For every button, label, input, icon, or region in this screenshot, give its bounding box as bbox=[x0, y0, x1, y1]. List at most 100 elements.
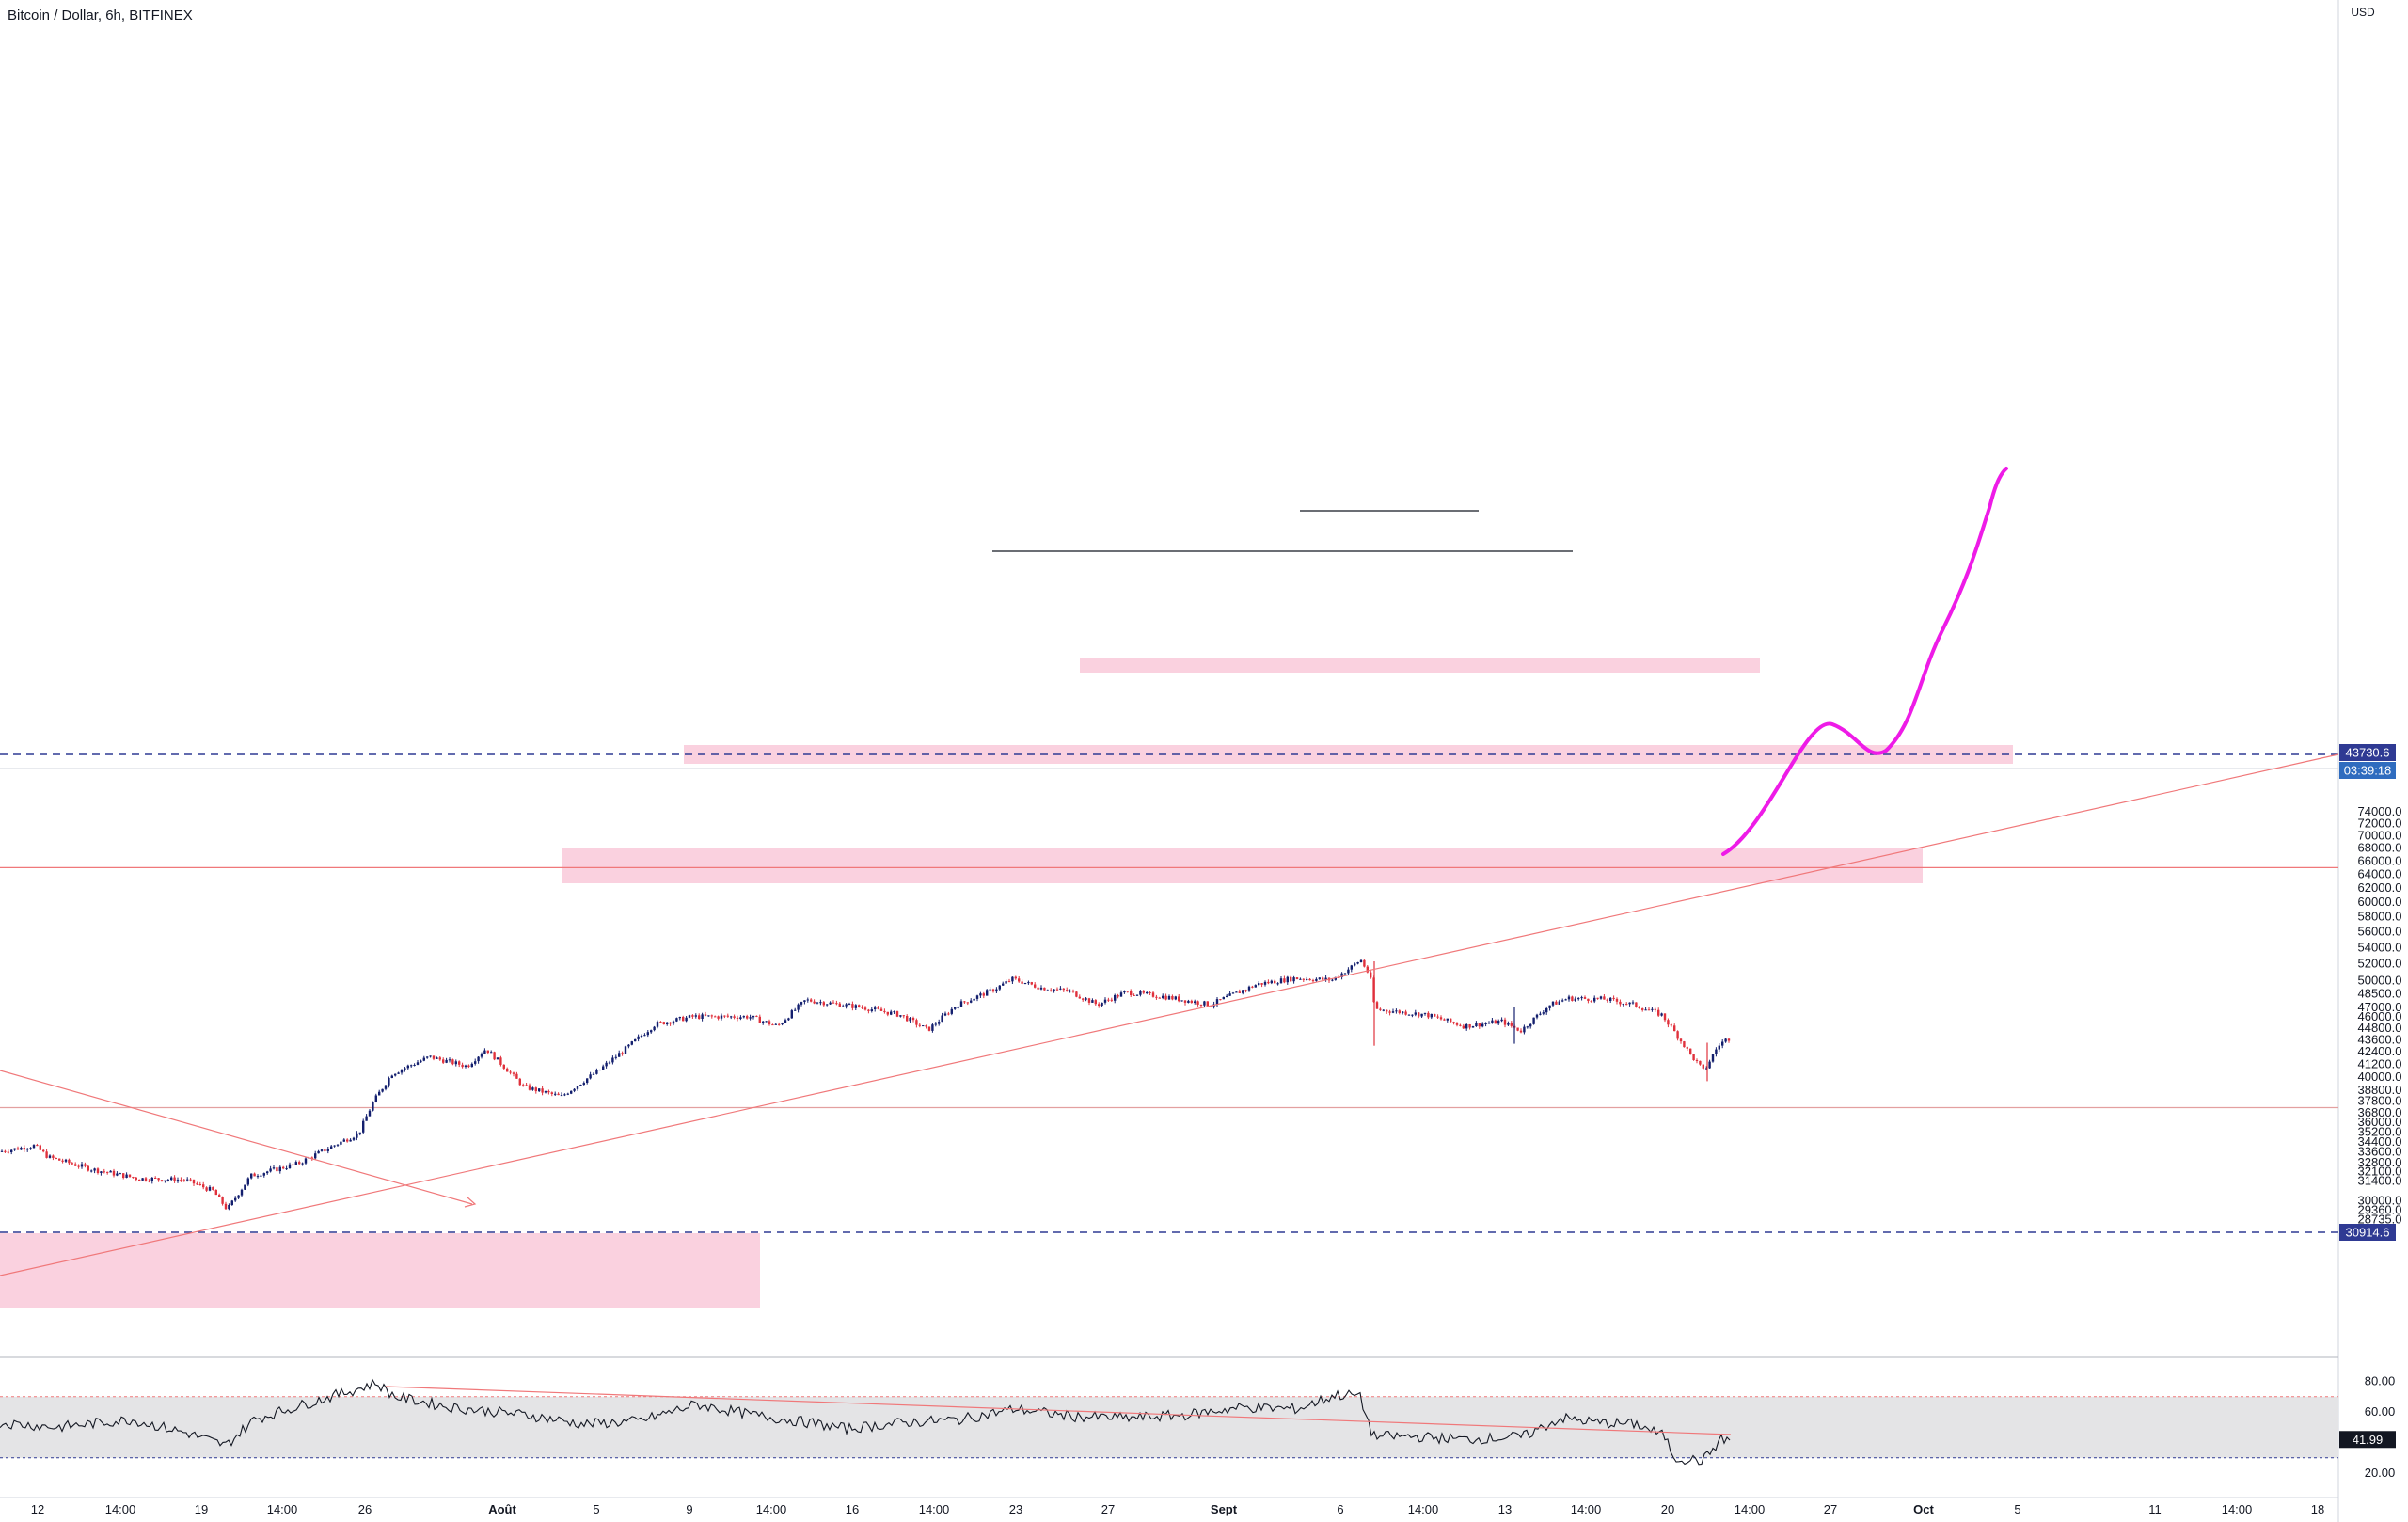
candle-body bbox=[278, 1166, 281, 1172]
candle-body bbox=[1423, 1012, 1427, 1014]
candle-body bbox=[1644, 1009, 1647, 1011]
candle-body bbox=[42, 1149, 45, 1152]
rsi-tick-label: 20.00 bbox=[2365, 1466, 2396, 1480]
time-tick-label: 13 bbox=[1498, 1502, 1512, 1516]
candle-body bbox=[96, 1168, 100, 1173]
candle-body bbox=[135, 1177, 137, 1180]
candle-body bbox=[1494, 1020, 1497, 1024]
candle-body bbox=[1503, 1019, 1507, 1025]
candle-body bbox=[653, 1026, 656, 1031]
candle-body bbox=[1091, 1000, 1094, 1003]
candle-body bbox=[784, 1020, 787, 1023]
candle-body bbox=[1283, 978, 1286, 983]
candle-body bbox=[1391, 1011, 1395, 1013]
candle-body bbox=[262, 1173, 265, 1176]
candle-body bbox=[1619, 1001, 1622, 1005]
candle-body bbox=[1030, 982, 1033, 985]
candle-body bbox=[336, 1144, 340, 1146]
candle-body bbox=[128, 1174, 132, 1178]
candle-body bbox=[1183, 1000, 1187, 1003]
candle-body bbox=[1119, 992, 1123, 997]
candle-body bbox=[646, 1032, 649, 1036]
price-tick-label: 54000.0 bbox=[2358, 940, 2402, 954]
candle-body bbox=[973, 998, 975, 1001]
candle-body bbox=[125, 1174, 128, 1178]
candle-body bbox=[1715, 1049, 1718, 1054]
time-tick-label: 5 bbox=[2014, 1502, 2020, 1516]
candle-body bbox=[458, 1061, 461, 1065]
candle-body bbox=[1302, 978, 1305, 980]
candle-body bbox=[410, 1065, 413, 1067]
candle-body bbox=[1270, 980, 1273, 984]
candle-body bbox=[1676, 1031, 1679, 1039]
candle-body bbox=[132, 1177, 135, 1179]
candle-body bbox=[771, 1024, 774, 1026]
candle-body bbox=[733, 1016, 736, 1018]
candle-body bbox=[714, 1016, 717, 1018]
candle-body bbox=[643, 1035, 646, 1037]
candle-body bbox=[154, 1178, 157, 1179]
candle-body bbox=[1558, 1001, 1560, 1005]
price-tick-label: 41200.0 bbox=[2358, 1056, 2402, 1070]
candle-body bbox=[1228, 993, 1231, 996]
candle-body bbox=[304, 1158, 308, 1164]
time-tick-label: 19 bbox=[195, 1502, 208, 1516]
trendline-arrowhead bbox=[464, 1196, 477, 1208]
rsi-value-tag: 41.99 bbox=[2353, 1433, 2384, 1447]
candle-body bbox=[333, 1145, 336, 1147]
candle-body bbox=[605, 1062, 608, 1067]
candle-body bbox=[1475, 1023, 1478, 1026]
time-tick-label: 12 bbox=[31, 1502, 44, 1516]
candle-body bbox=[404, 1068, 406, 1070]
candle-body bbox=[848, 1004, 851, 1006]
candle-body bbox=[925, 1025, 927, 1027]
price-tick-label: 58000.0 bbox=[2358, 910, 2402, 924]
candle-body bbox=[1295, 977, 1299, 979]
candle-body bbox=[1114, 995, 1117, 1001]
candle-body bbox=[1135, 994, 1139, 996]
candle-body bbox=[1507, 1023, 1510, 1025]
candle-body bbox=[1037, 987, 1039, 990]
candle-body bbox=[1276, 983, 1279, 985]
candle-body bbox=[1535, 1014, 1539, 1018]
candle-body bbox=[436, 1057, 438, 1059]
candle-body bbox=[13, 1148, 16, 1150]
currency-label: USD bbox=[2351, 6, 2375, 19]
candle-body bbox=[742, 1016, 745, 1018]
candle-body bbox=[214, 1190, 217, 1196]
candle-body bbox=[445, 1059, 448, 1063]
candle-body bbox=[1162, 995, 1164, 998]
price-tick-label: 29360.0 bbox=[2358, 1203, 2402, 1217]
price-tick-label: 48500.0 bbox=[2358, 987, 2402, 1001]
candle-body bbox=[1667, 1020, 1670, 1025]
candle-body bbox=[1500, 1019, 1503, 1022]
candle-body bbox=[774, 1023, 777, 1025]
zones-layer bbox=[0, 658, 2013, 1308]
candle-body bbox=[358, 1132, 361, 1134]
support-price-tag-bg bbox=[2339, 1224, 2396, 1241]
time-tick-label: 14:00 bbox=[1735, 1502, 1766, 1516]
candle-body bbox=[1545, 1008, 1548, 1013]
candle-body bbox=[1564, 999, 1567, 1001]
candle-body bbox=[1395, 1010, 1398, 1012]
candle-body bbox=[1155, 996, 1158, 998]
candle-body bbox=[966, 1002, 969, 1004]
candle-body bbox=[1452, 1022, 1455, 1023]
candle-body bbox=[298, 1162, 301, 1165]
candle-body bbox=[157, 1178, 160, 1181]
candle-body bbox=[624, 1046, 627, 1054]
candle-body bbox=[122, 1173, 125, 1178]
candle-body bbox=[707, 1015, 710, 1017]
candle-body bbox=[470, 1063, 473, 1068]
candle-body bbox=[1299, 978, 1302, 980]
candle-body bbox=[23, 1148, 25, 1150]
time-tick-label: 14:00 bbox=[919, 1502, 950, 1516]
candle-body bbox=[630, 1041, 633, 1045]
candle-body bbox=[895, 1011, 899, 1017]
candle-body bbox=[1459, 1024, 1462, 1026]
candle-body bbox=[1724, 1038, 1727, 1042]
candle-body bbox=[1450, 1018, 1452, 1023]
candle-body bbox=[1279, 978, 1283, 984]
candle-body bbox=[269, 1168, 272, 1172]
